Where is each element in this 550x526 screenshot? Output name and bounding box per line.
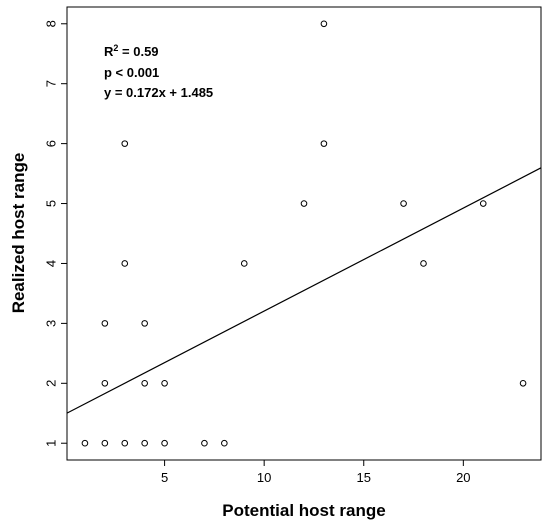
data-point — [479, 200, 487, 207]
data-point — [101, 439, 109, 447]
data-point — [201, 439, 208, 447]
y-tick-label: 3 — [44, 320, 59, 327]
p-value-annotation: p < 0.001 — [104, 65, 159, 80]
y-tick-label: 4 — [44, 260, 59, 267]
data-point — [121, 260, 129, 267]
data-point — [400, 200, 407, 207]
data-point — [121, 140, 129, 147]
data-point — [121, 439, 129, 447]
data-point — [101, 320, 109, 327]
data-point — [161, 439, 168, 447]
y-axis: 1 2 3 4 5 6 7 8 — [44, 20, 67, 447]
y-tick-label: 6 — [44, 140, 59, 147]
data-point — [320, 140, 328, 147]
data-point — [101, 380, 109, 387]
y-tick-label: 7 — [44, 80, 59, 87]
x-axis-title: Potential host range — [222, 501, 385, 520]
data-point — [300, 200, 308, 207]
y-axis-title: Realized host range — [9, 153, 28, 314]
x-tick-label: 10 — [257, 470, 271, 485]
y-tick-label: 8 — [44, 20, 59, 27]
equation-annotation: y = 0.172x + 1.485 — [104, 85, 213, 100]
plot-frame — [66, 6, 542, 461]
data-point — [141, 320, 148, 327]
data-point — [81, 439, 89, 447]
data-point — [161, 380, 168, 387]
regression-line — [66, 167, 542, 414]
x-axis: 5 10 15 20 — [161, 460, 471, 485]
x-tick-label: 15 — [357, 470, 371, 485]
data-point — [221, 439, 228, 447]
y-tick-label: 5 — [44, 200, 59, 207]
x-tick-label: 20 — [456, 470, 470, 485]
data-point — [420, 260, 427, 267]
data-point — [141, 380, 148, 387]
y-tick-label: 1 — [44, 440, 59, 447]
data-point — [320, 20, 328, 28]
data-point — [141, 439, 148, 447]
x-tick-label: 5 — [161, 470, 168, 485]
data-point — [519, 380, 527, 387]
y-tick-label: 2 — [44, 380, 59, 387]
r-squared-annotation: R2 = 0.59 — [104, 43, 159, 59]
data-point — [240, 260, 248, 267]
data-points — [81, 20, 527, 447]
